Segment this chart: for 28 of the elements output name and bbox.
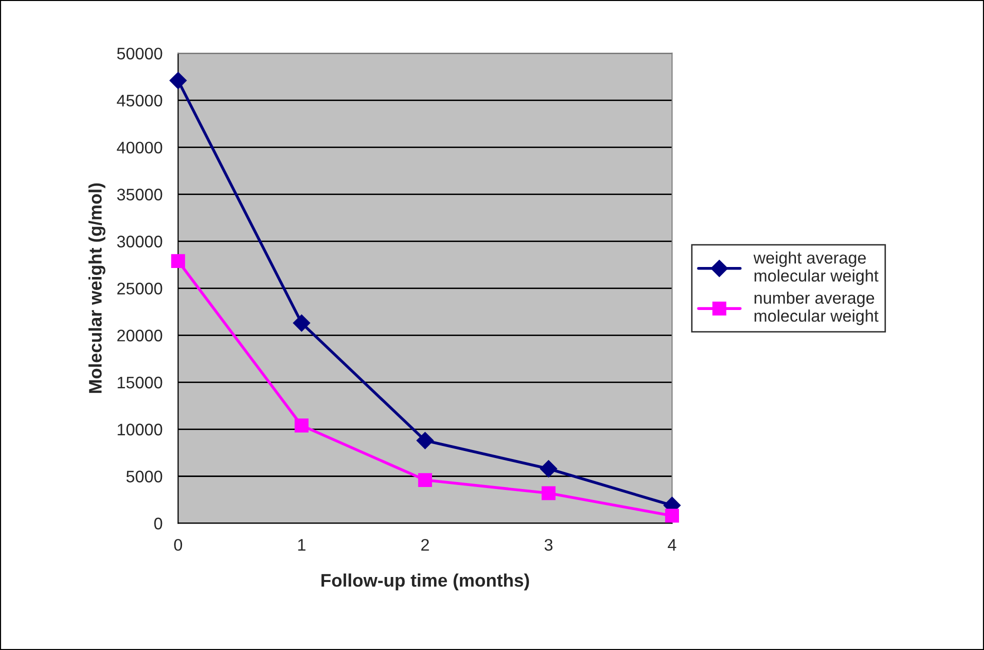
point bbox=[171, 254, 186, 268]
point bbox=[418, 473, 432, 487]
x-tick-label: 1 bbox=[298, 539, 306, 551]
x-axis-title: Follow-up time (months) bbox=[321, 574, 530, 590]
point bbox=[665, 508, 680, 523]
y-axis-title: Molecular weight (g/mol) bbox=[88, 183, 106, 393]
point bbox=[540, 460, 558, 478]
x-tick-label: 2 bbox=[421, 538, 429, 551]
y-tick-label: 20000 bbox=[117, 330, 162, 342]
y-tick-label: 5000 bbox=[126, 470, 162, 482]
x-tick-label: 0 bbox=[174, 538, 182, 551]
x-tick-label: 4 bbox=[668, 539, 676, 551]
y-tick-label: 30000 bbox=[117, 236, 162, 248]
y-tick-label: 0 bbox=[154, 518, 162, 530]
y-tick-label: 50000 bbox=[117, 48, 162, 60]
y-tick-label: 15000 bbox=[118, 376, 162, 388]
y-tick-label: 40000 bbox=[116, 142, 162, 154]
y-tick-label: 25000 bbox=[117, 282, 162, 294]
point bbox=[542, 486, 556, 500]
point bbox=[294, 418, 309, 432]
y-tick-label: 10000 bbox=[118, 424, 162, 436]
point bbox=[293, 314, 310, 332]
y-tick-label: 35000 bbox=[117, 188, 162, 200]
y-tick-label: 45000 bbox=[116, 94, 162, 106]
legend-label: number average molecular weight bbox=[754, 292, 878, 326]
point bbox=[170, 72, 187, 90]
x-tick-label: 3 bbox=[544, 538, 552, 551]
point bbox=[416, 432, 434, 450]
